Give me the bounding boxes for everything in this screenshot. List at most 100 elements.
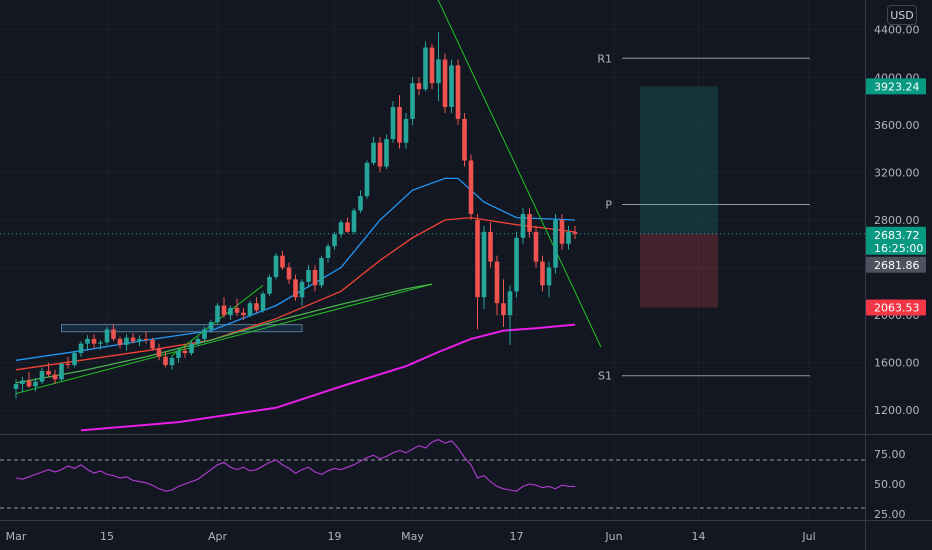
candle-body [306, 269, 311, 282]
trendline [15, 283, 433, 395]
time-tick-label: Jul [801, 530, 815, 543]
candle-body [208, 322, 214, 330]
rsi-tick-label: 75.00 [874, 448, 906, 461]
price-tag-label: 3923.24 [874, 80, 920, 93]
candle-body [559, 219, 565, 244]
candle-body [325, 246, 331, 259]
level-label: P [605, 199, 612, 212]
candle-body [475, 219, 480, 298]
candle-body [39, 370, 45, 382]
candle-body [98, 342, 103, 344]
candle-body [566, 231, 571, 244]
target-zone [640, 86, 718, 234]
candle-body [377, 142, 383, 167]
candle-body [364, 162, 370, 197]
candle-body [312, 269, 318, 286]
moving-average-line [80, 323, 576, 432]
candle-body [221, 305, 227, 316]
candle-body [429, 47, 435, 84]
price-tick-label: 1200.00 [874, 404, 920, 417]
candle-body [202, 329, 207, 339]
candle-body [163, 356, 168, 366]
rsi-band-fill [0, 460, 865, 508]
candle-body [137, 338, 142, 342]
trendline [437, 0, 602, 348]
trendlines[interactable] [15, 0, 602, 395]
candle-body [455, 65, 461, 119]
candle-body [215, 305, 220, 323]
candle-body [527, 214, 532, 232]
candle-body [13, 384, 19, 389]
stop-zone [640, 233, 718, 308]
candle-body [384, 139, 389, 167]
candle-body [494, 261, 500, 304]
candle-body [104, 329, 110, 343]
candle-body [267, 277, 272, 294]
candle-body [26, 380, 32, 387]
candle-body [299, 281, 305, 298]
candle-body [65, 363, 71, 366]
candle-body [410, 83, 415, 119]
candle-body [176, 350, 181, 358]
candle-body [345, 222, 350, 232]
currency-button[interactable]: USD [887, 5, 917, 25]
rsi-tick-label: 50.00 [874, 478, 906, 491]
candle-body [351, 210, 357, 232]
rsi-pane [0, 438, 865, 509]
price-tag-label: 2681.86 [874, 259, 920, 272]
candle-body [111, 329, 116, 339]
price-tick-label: 3200.00 [874, 166, 920, 179]
time-tick-label: 14 [692, 530, 706, 543]
candle-body [189, 343, 194, 354]
price-tag-label: 2063.53 [874, 302, 920, 315]
candle-body [91, 338, 97, 344]
position-tool[interactable] [61, 86, 719, 333]
candles [13, 32, 578, 399]
candle-body [319, 258, 324, 286]
pivot-levels: R1 P S1 [597, 52, 810, 383]
candle-body [182, 350, 188, 354]
candle-body [33, 381, 38, 387]
candle-body [286, 267, 292, 280]
candle-body [442, 59, 448, 108]
candle-body [338, 222, 344, 235]
price-tag-countdown: 16:25:00 [874, 242, 923, 255]
candle-body [247, 303, 253, 316]
candle-body [195, 338, 201, 344]
candle-body [397, 107, 402, 143]
candle-body [156, 348, 162, 357]
candle-body [150, 340, 155, 349]
candle-body [169, 357, 175, 366]
candle-body [234, 307, 240, 313]
candle-body [423, 47, 428, 90]
candle-body [371, 142, 376, 163]
level-label: R1 [597, 52, 612, 65]
moving-averages [15, 177, 576, 432]
candle-body [130, 337, 136, 342]
candle-body [468, 160, 474, 215]
price-tick-label: 4400.00 [874, 24, 920, 37]
candle-body [520, 214, 526, 238]
candle-body [553, 219, 558, 268]
time-tick-label: Apr [208, 530, 228, 543]
candle-body [481, 231, 487, 298]
candle-body [143, 338, 149, 341]
candle-body [78, 343, 84, 354]
rsi-line [15, 438, 575, 492]
candle-body [403, 118, 409, 143]
price-tag-bg [866, 299, 926, 316]
candle-body [436, 59, 441, 84]
candle-body [332, 234, 337, 247]
candle-body [72, 353, 77, 366]
candle-body [533, 231, 539, 262]
price-tick-label: 1600.00 [874, 357, 920, 370]
candle-body [280, 255, 285, 268]
consolidation-box [61, 324, 303, 333]
moving-average-line [15, 283, 433, 384]
candle-body [540, 261, 545, 286]
candle-body [117, 338, 123, 345]
candle-body [241, 312, 246, 316]
candle-body [546, 267, 552, 286]
candle-body [416, 83, 422, 90]
